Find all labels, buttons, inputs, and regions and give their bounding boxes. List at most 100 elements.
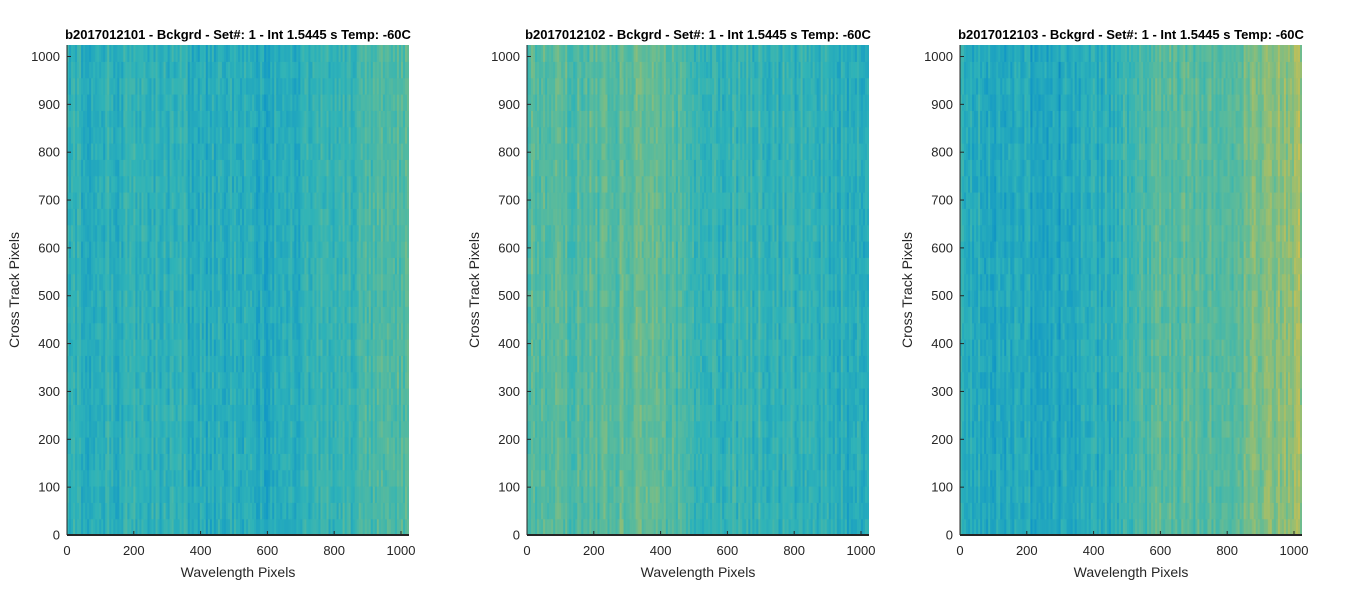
heatmap-cell <box>187 502 191 520</box>
heatmap-cell <box>364 322 368 340</box>
heatmap-cell <box>356 355 360 373</box>
heatmap-cell <box>187 388 191 405</box>
heatmap-cell <box>77 518 80 535</box>
heatmap-cell <box>320 339 324 356</box>
heatmap-cell <box>310 224 314 242</box>
heatmap-cell <box>386 437 390 454</box>
heatmap-cell <box>203 371 207 389</box>
heatmap-cell <box>125 273 128 291</box>
heatmap-cell <box>111 94 114 111</box>
heatmap-cell <box>258 306 261 324</box>
heatmap-cell <box>229 388 233 405</box>
heatmap-cell <box>320 371 324 389</box>
heatmap-cell <box>288 257 291 275</box>
heatmap-cell <box>221 404 225 422</box>
heatmap-cell <box>362 273 366 291</box>
heatmap-cell <box>248 94 251 111</box>
heatmap-cell <box>193 273 197 291</box>
heatmap-cell <box>260 306 263 324</box>
heatmap-cell <box>197 77 201 95</box>
heatmap-cell <box>171 388 175 405</box>
heatmap-cell <box>107 306 110 324</box>
heatmap-cell <box>264 469 267 487</box>
heatmap-cell <box>149 45 153 62</box>
heatmap-cell <box>81 355 84 373</box>
heatmap-cell <box>326 159 330 177</box>
heatmap-cell <box>272 110 275 128</box>
heatmap-cell <box>310 273 314 291</box>
heatmap-cell <box>155 339 159 356</box>
heatmap-cell <box>137 322 141 340</box>
heatmap-cell <box>302 61 305 79</box>
heatmap-cell <box>69 143 72 160</box>
heatmap-cell <box>105 241 108 258</box>
heatmap-cell <box>219 290 223 307</box>
heatmap-cell <box>278 518 281 535</box>
heatmap-cell <box>266 208 269 226</box>
heatmap-cell <box>246 502 249 520</box>
heatmap-cell <box>398 45 402 62</box>
heatmap-cell <box>231 241 235 258</box>
heatmap-cell <box>370 241 374 258</box>
heatmap-cell <box>225 192 229 209</box>
heatmap-cell <box>322 502 326 520</box>
heatmap-cell <box>233 469 237 487</box>
heatmap-cell <box>322 94 326 111</box>
heatmap-cell <box>93 143 96 160</box>
heatmap-cell <box>67 420 70 438</box>
heatmap-cell <box>292 273 295 291</box>
heatmap-cell <box>392 453 396 471</box>
heatmap-cell <box>95 208 98 226</box>
heatmap-cell <box>334 159 338 177</box>
heatmap-cell <box>107 420 110 438</box>
heatmap-cell <box>165 469 169 487</box>
heatmap-cell <box>286 502 289 520</box>
heatmap-cell <box>390 518 394 535</box>
heatmap-cell <box>314 192 318 209</box>
heatmap-cell <box>342 502 346 520</box>
heatmap-cell <box>199 486 203 503</box>
heatmap-cell <box>223 241 227 258</box>
heatmap-cell <box>360 143 364 160</box>
heatmap-cell <box>183 175 187 193</box>
heatmap-cell <box>330 371 334 389</box>
heatmap-cell <box>306 404 310 422</box>
heatmap-cell <box>288 453 291 471</box>
heatmap-cell <box>352 208 356 226</box>
heatmap-cell <box>326 273 330 291</box>
heatmap-cell <box>248 110 251 128</box>
heatmap-cell <box>390 322 394 340</box>
heatmap-cell <box>262 502 265 520</box>
heatmap-cell <box>111 77 114 95</box>
heatmap-cell <box>376 371 380 389</box>
heatmap-cell <box>159 502 163 520</box>
heatmap-cell <box>151 371 155 389</box>
heatmap-cell <box>390 388 394 405</box>
heatmap-cell <box>89 404 92 422</box>
heatmap-cell <box>344 273 348 291</box>
heatmap-cell <box>256 388 259 405</box>
heatmap-cell <box>133 192 136 209</box>
heatmap-cell <box>99 159 102 177</box>
heatmap-cell <box>356 241 360 258</box>
heatmap-cell <box>231 306 235 324</box>
heatmap-cell <box>240 388 243 405</box>
heatmap-cell <box>119 257 122 275</box>
heatmap-cell <box>227 404 231 422</box>
heatmap-cell <box>290 322 293 340</box>
heatmap-cell <box>348 273 352 291</box>
heatmap-cell <box>67 224 70 242</box>
heatmap-cell <box>231 355 235 373</box>
heatmap-cell <box>280 126 283 144</box>
heatmap-cell <box>167 77 171 95</box>
heatmap-cell <box>171 290 175 307</box>
heatmap-cell <box>93 241 96 258</box>
heatmap-cell <box>189 322 193 340</box>
heatmap-cell <box>207 208 211 226</box>
heatmap-cell <box>231 437 235 454</box>
heatmap-cell <box>312 502 316 520</box>
heatmap-cell <box>171 257 175 275</box>
heatmap-cell <box>328 404 332 422</box>
heatmap-cell <box>366 77 370 95</box>
heatmap-cell <box>115 388 118 405</box>
